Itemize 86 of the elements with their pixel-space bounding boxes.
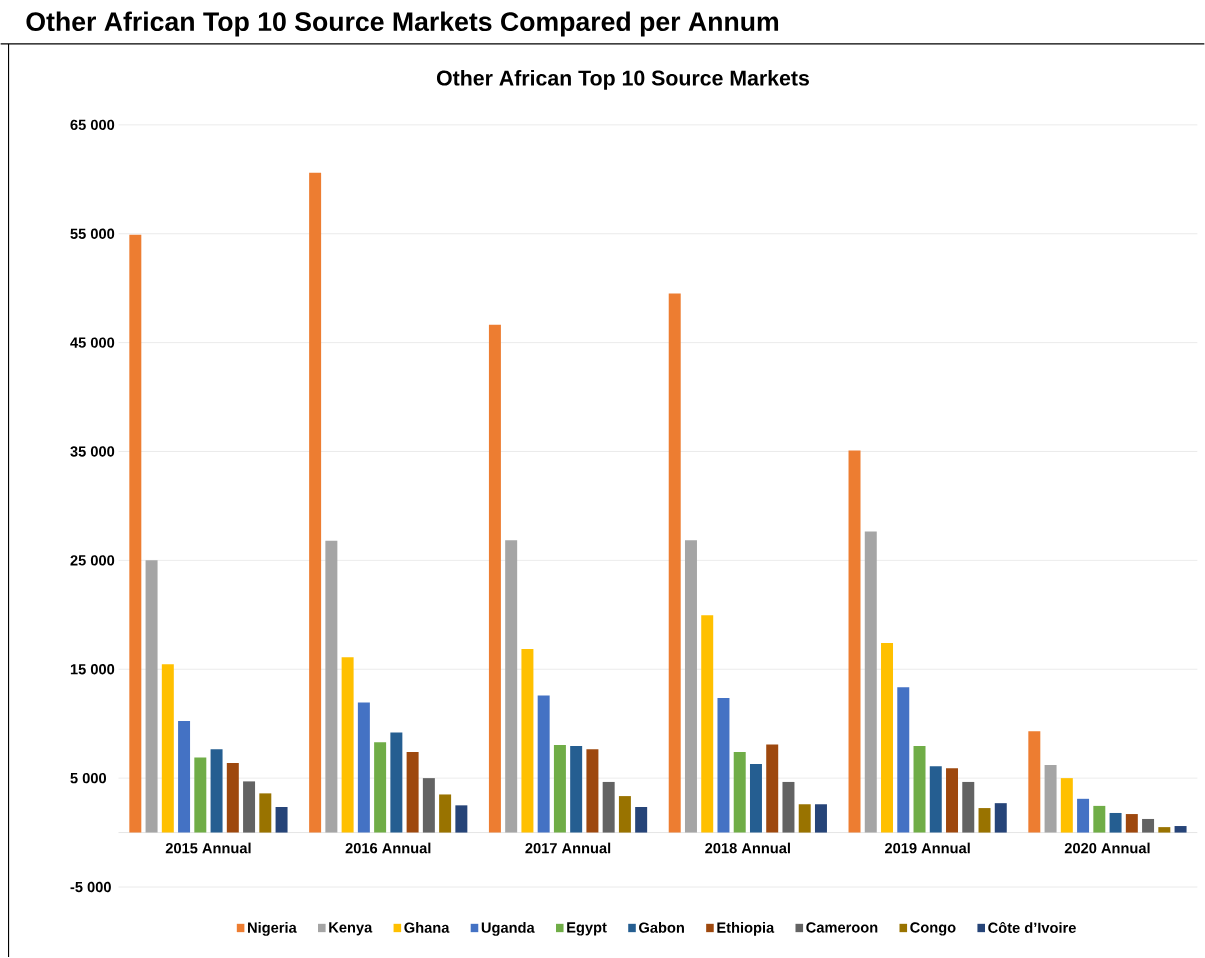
bar xyxy=(946,768,959,833)
bar xyxy=(439,794,452,833)
y-tick-label: 35 000 xyxy=(70,446,115,457)
bar xyxy=(782,782,795,833)
bar xyxy=(161,664,174,833)
bar xyxy=(374,742,387,833)
legend-label: Ghana xyxy=(404,922,450,934)
bar xyxy=(1109,813,1122,833)
bar xyxy=(570,746,583,833)
bar xyxy=(210,749,223,833)
legend-label: Nigeria xyxy=(248,922,297,936)
bar xyxy=(275,807,288,833)
bar xyxy=(259,793,272,833)
bar xyxy=(422,778,435,833)
bar xyxy=(635,807,648,833)
bar xyxy=(129,235,142,833)
legend-label: Ethiopia xyxy=(717,922,775,936)
x-tick-label: 2020 Annual xyxy=(1064,842,1150,854)
y-tick-label: -5 000 xyxy=(70,882,111,893)
bar xyxy=(194,757,207,833)
bar xyxy=(749,764,762,833)
y-tick-label: 25 000 xyxy=(70,555,115,566)
bar xyxy=(701,615,714,833)
bar xyxy=(618,796,631,833)
bar xyxy=(553,745,566,833)
bar xyxy=(586,749,599,833)
y-tick-label: 55 000 xyxy=(70,228,115,240)
bar xyxy=(733,752,746,833)
bar xyxy=(1093,806,1106,833)
bar xyxy=(521,649,534,833)
y-tick-label: 65 000 xyxy=(70,119,115,131)
bar xyxy=(929,766,942,833)
bar xyxy=(309,172,322,833)
bar xyxy=(243,781,256,833)
y-tick-label: 45 000 xyxy=(70,337,115,348)
bar xyxy=(814,804,827,833)
bar xyxy=(717,698,730,833)
bar xyxy=(798,804,811,833)
bar xyxy=(488,324,501,833)
legend-label: Egypt xyxy=(567,922,607,936)
bar xyxy=(226,763,239,833)
legend-label: Côte d’Ivoire xyxy=(988,922,1076,934)
bar xyxy=(668,293,681,833)
bar xyxy=(325,540,338,833)
legend-label: Congo xyxy=(910,922,956,936)
bar xyxy=(537,695,550,833)
bar xyxy=(1028,731,1041,833)
bar xyxy=(897,687,910,833)
chart-subtitle: Other African Top 10 Source Markets xyxy=(436,70,809,91)
bar xyxy=(1174,826,1187,833)
legend-label: Gabon xyxy=(639,922,684,934)
bar xyxy=(978,808,991,833)
bar xyxy=(1142,819,1155,833)
bar xyxy=(406,752,419,833)
bar xyxy=(848,450,861,833)
bar xyxy=(145,560,158,833)
bar xyxy=(455,805,468,833)
bar xyxy=(390,732,403,833)
x-tick-label: 2015 Annual xyxy=(165,842,251,854)
bar xyxy=(1077,799,1090,833)
bar xyxy=(766,744,779,833)
legend-label: Cameroon xyxy=(806,922,878,933)
bar xyxy=(505,540,518,833)
x-tick-label: 2016 Annual xyxy=(345,842,431,854)
legend-label: Uganda xyxy=(481,922,535,936)
y-tick-label: 5 000 xyxy=(70,773,107,784)
bar xyxy=(1060,778,1073,833)
chart-title: Other African Top 10 Source Markets Compared per Annum xyxy=(26,11,779,37)
bar xyxy=(864,531,877,833)
bar xyxy=(994,803,1007,833)
bar xyxy=(341,657,354,833)
bar xyxy=(357,702,370,833)
bar xyxy=(962,782,975,833)
bar xyxy=(913,746,926,833)
x-tick-label: 2018 Annual xyxy=(705,842,790,854)
y-tick-label: 15 000 xyxy=(70,664,115,675)
bar xyxy=(1158,827,1171,833)
bar xyxy=(684,540,697,833)
bar xyxy=(1125,814,1138,833)
bar xyxy=(881,643,894,833)
x-tick-label: 2017 Annual xyxy=(525,842,611,854)
x-tick-label: 2019 Annual xyxy=(884,842,970,854)
bar xyxy=(1044,765,1057,833)
legend-label: Kenya xyxy=(329,922,373,936)
bar xyxy=(602,782,615,833)
bar xyxy=(178,721,191,833)
